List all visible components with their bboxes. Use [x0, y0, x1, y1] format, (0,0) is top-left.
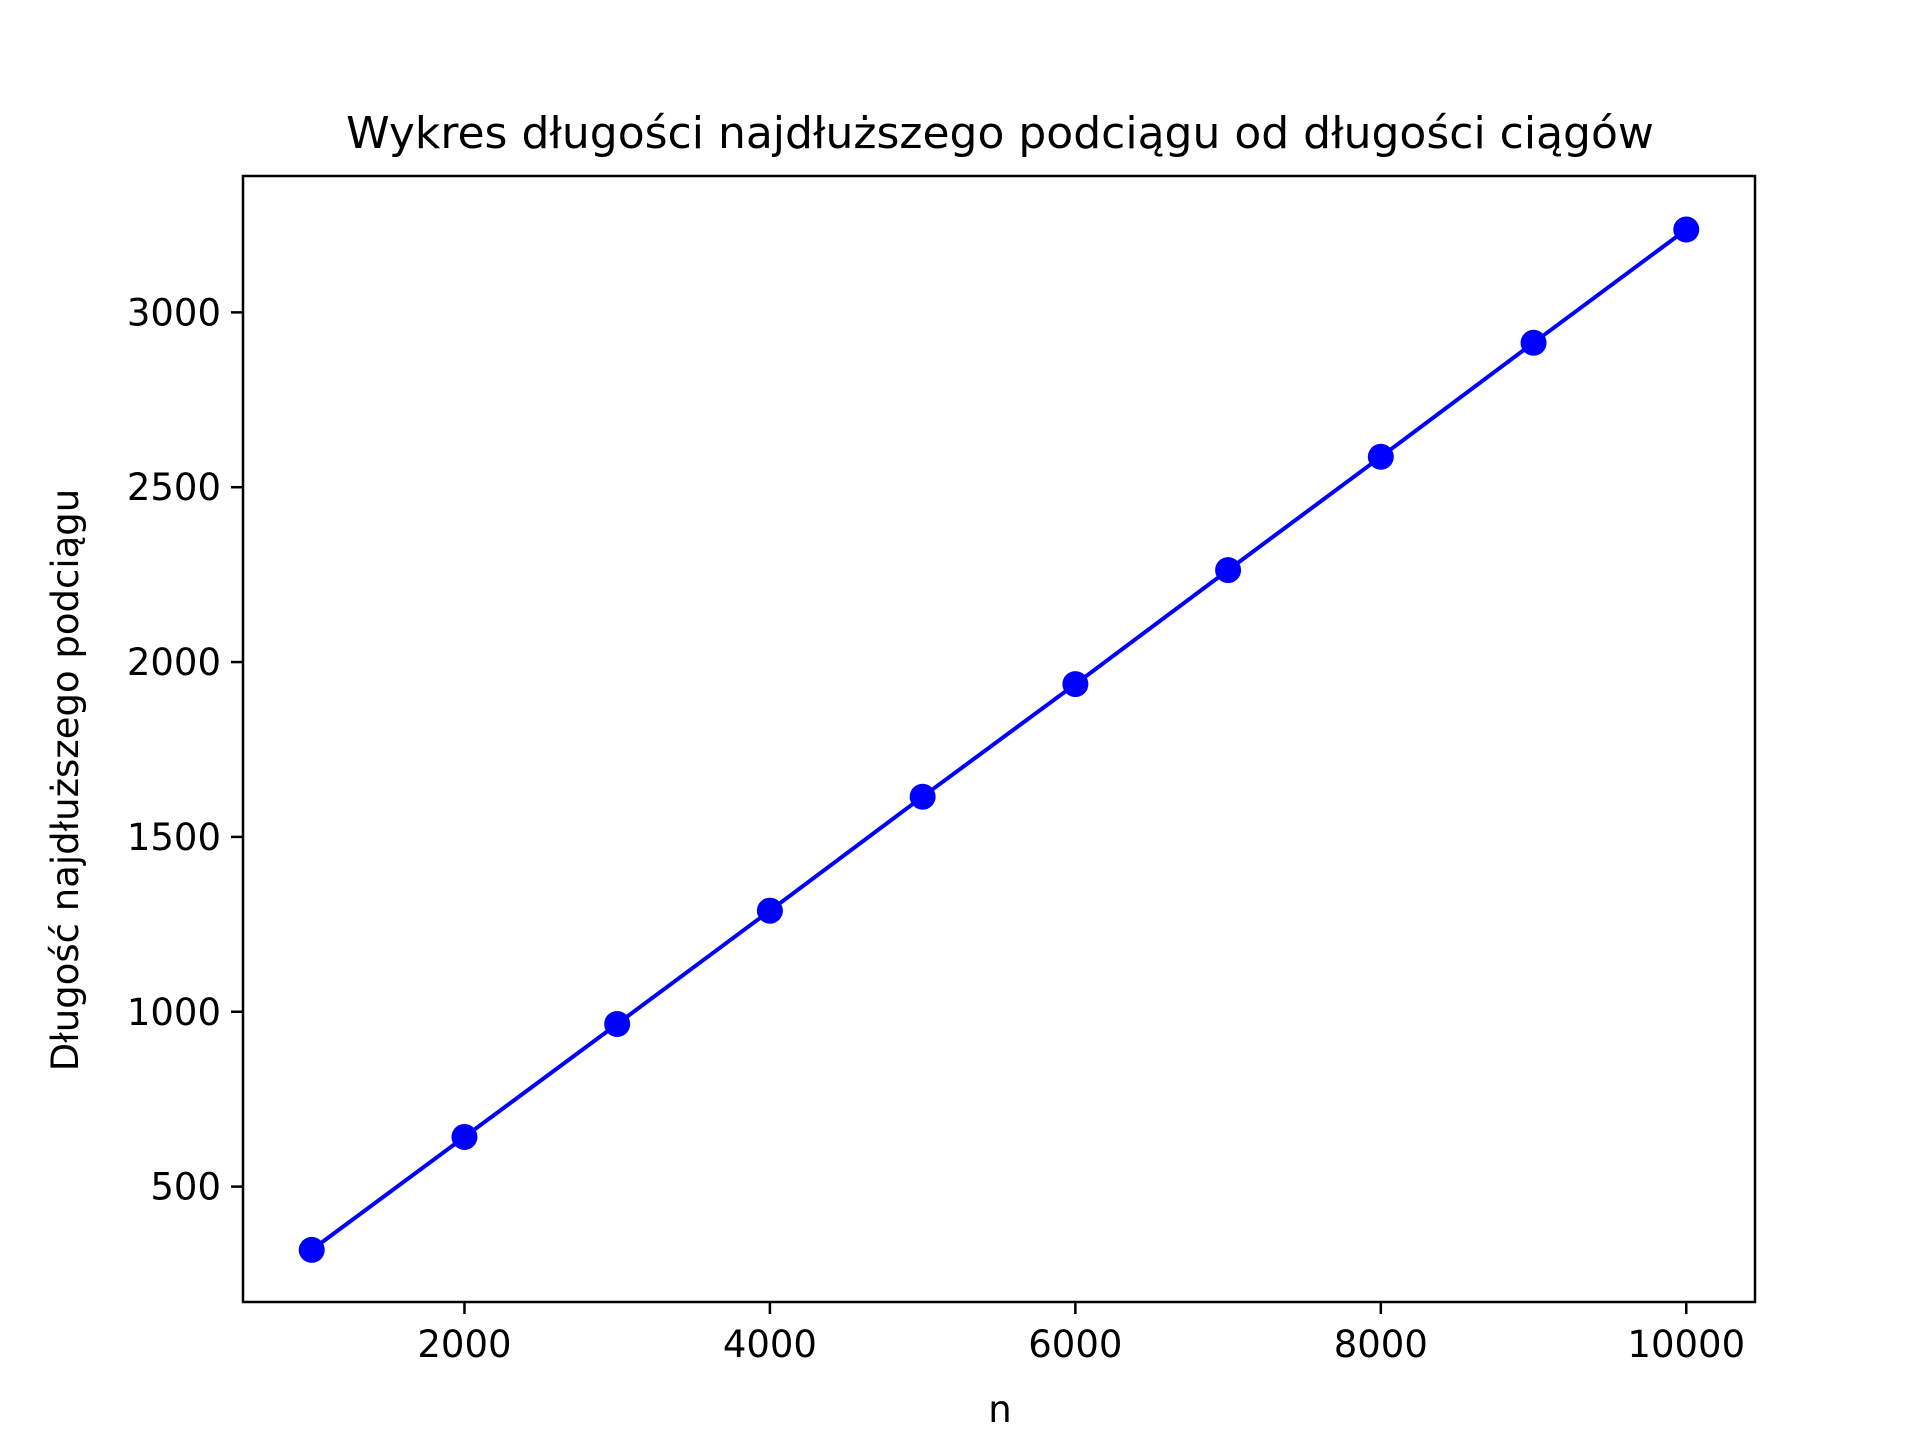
data-point: [604, 1010, 631, 1037]
y-tick-label: 2500: [127, 466, 221, 509]
axes-frame: [241, 174, 1757, 1304]
y-tick-label: 1500: [127, 816, 221, 859]
data-point: [756, 897, 783, 924]
x-tick-label: 6000: [1028, 1323, 1122, 1366]
x-tick-label: 10000: [1627, 1323, 1745, 1366]
data-point: [1215, 557, 1242, 584]
data-point: [909, 783, 936, 810]
x-tick-label: 4000: [723, 1323, 817, 1366]
y-tick-label: 3000: [127, 291, 221, 334]
data-point: [1062, 671, 1089, 698]
x-tick-label: 8000: [1334, 1323, 1428, 1366]
x-axis: 2000 4000 6000 8000 10000: [417, 1302, 1745, 1366]
plot-area: [298, 216, 1700, 1263]
data-point: [1367, 443, 1394, 470]
chart-title: Wykres długości najdłuższego podciągu od…: [346, 108, 1654, 159]
series-line: [310, 227, 1688, 1252]
data-point: [451, 1123, 478, 1150]
y-tick-label: 2000: [127, 641, 221, 684]
x-tick-label: 2000: [417, 1323, 511, 1366]
data-point: [298, 1236, 325, 1263]
y-tick-label: 500: [150, 1166, 221, 1209]
y-axis-title: Długość najdłuższego podciągu: [44, 489, 87, 1071]
y-tick-label: 1000: [127, 991, 221, 1034]
x-axis-title: n: [988, 1388, 1011, 1431]
y-axis: 500 1000 1500 2000 2500 3000: [127, 291, 243, 1209]
data-point: [1520, 329, 1547, 356]
data-point: [1673, 216, 1700, 243]
